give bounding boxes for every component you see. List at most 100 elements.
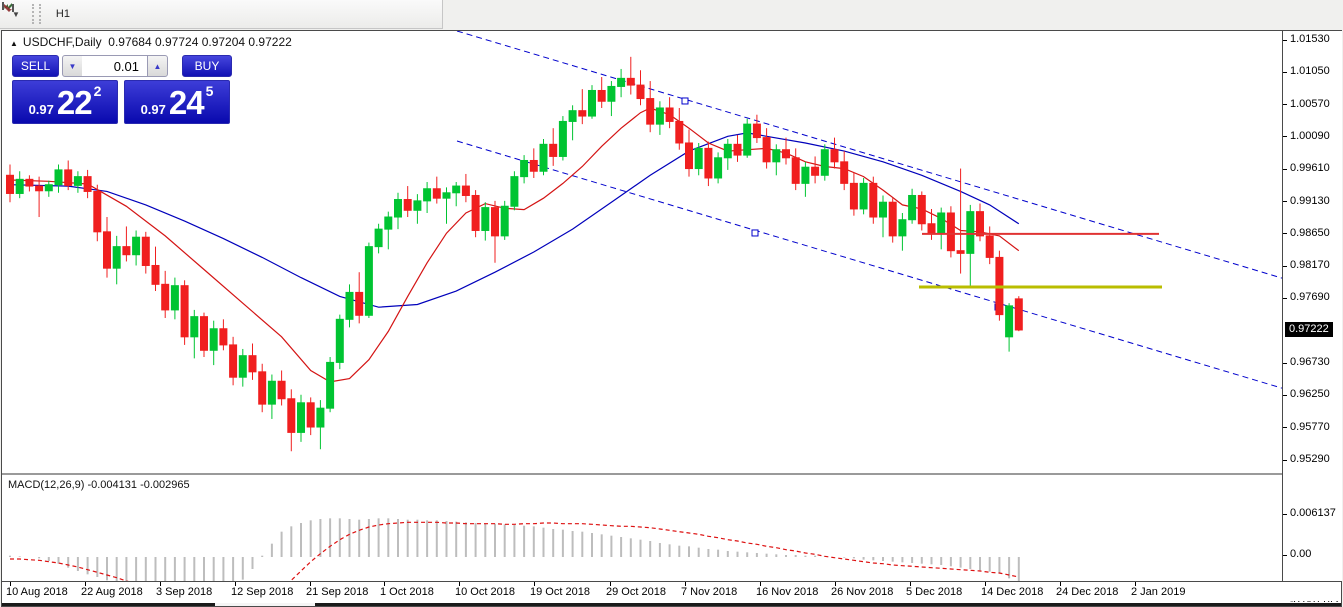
timeframe-button-h1[interactable]: H1 [55,8,70,20]
price-axis-label: 1.00570 [1290,97,1330,110]
caret-up-icon: ▲ [153,61,162,71]
candle-body [849,182,858,210]
candle-body [345,291,354,320]
channel-handle[interactable] [751,229,759,237]
chart-titlebar: ▲ USDCHF,Daily 0.97684 0.97724 0.97204 0.… [2,31,1341,53]
candle-body [966,211,975,254]
chart-symbol-period: USDCHF,Daily [22,35,102,49]
sell-price-point: 2 [93,83,102,99]
candle-body [626,77,635,86]
candle-body [946,212,955,252]
channel-lower-line[interactable] [456,140,1282,407]
candle-body [374,228,383,248]
candle-body [811,166,820,176]
candle-body [869,182,878,218]
candle-body [491,207,499,237]
price-axis-tick [1283,168,1287,170]
price-axis-tick [1283,427,1287,429]
date-axis-tick [760,582,761,586]
candle-body [908,194,917,221]
price-axis-label: 1.00090 [1290,129,1330,142]
price-chart-pane[interactable] [2,31,1282,471]
candle-body [64,169,73,186]
candle-body [743,123,752,156]
sell-price-pips: 22 [56,84,93,121]
date-axis-tick [310,582,311,586]
current-price-badge: 0.97222 [1285,321,1333,337]
candle-body [665,107,674,122]
volume-input[interactable]: 0.01 [82,55,147,77]
scrollbar-thumb[interactable] [215,603,315,606]
price-axis-label: 0.99130 [1290,194,1330,207]
date-axis-tick [610,582,611,586]
channel-handle[interactable] [681,97,689,105]
buy-button[interactable]: BUY [182,55,232,77]
channel-upper-line[interactable] [456,31,1282,297]
candle-body [888,201,897,237]
price-axis-label: 1.01050 [1290,65,1330,78]
date-axis[interactable]: 10 Aug 2018 22 Aug 2018 3 Sep 2018 12 Sep 2… [2,581,1341,601]
caret-down-icon: ▼ [68,61,77,71]
ma-slow-blue-line [9,132,1020,308]
sell-price-display[interactable]: 0.97 22 2 [12,80,118,124]
price-axis-tick [1283,71,1287,73]
chevron-down-icon: ▼ [12,9,20,19]
up-triangle-icon[interactable]: ▲ [10,39,18,48]
chart-title: ▲ USDCHF,Daily 0.97684 0.97724 0.97204 0.… [10,35,292,49]
candle-body [6,174,14,194]
price-axis-tick [1283,233,1287,235]
candle-body [675,120,684,144]
toolbar-grip[interactable] [31,4,41,24]
price-axis-tick [1283,297,1287,299]
candle-body [277,380,286,400]
date-axis-tick [685,582,686,586]
candle-body [617,77,626,87]
date-axis-label: 26 Nov 2018 [831,586,894,598]
candle-body [403,199,412,211]
candle-body [937,212,946,234]
date-axis-tick [1135,582,1136,586]
scrollbar-track[interactable] [2,603,215,606]
candlestick-chart [6,31,1282,452]
price-axis-label: 0.95770 [1290,420,1330,433]
candle-body [316,407,325,428]
candle-body [394,199,402,218]
ma-fast-red-line [9,107,1020,383]
date-axis-label: 16 Nov 2018 [756,586,819,598]
candle-body [161,283,170,311]
candle-body [248,355,257,373]
scrollbar-track[interactable] [315,603,1341,606]
price-axis[interactable]: 1.01530 1.01050 1.00570 1.00090 0.99610 0.991… [1282,31,1342,607]
candle-body [772,149,781,163]
candle-body [520,159,529,178]
volume-increase-button[interactable]: ▲ [147,55,168,77]
candle-body [54,169,63,186]
candle-body [723,143,732,159]
chart-window: ▲ USDCHF,Daily 0.97684 0.97724 0.97204 0.… [1,30,1342,607]
candle-body [956,250,965,254]
date-axis-label: 10 Oct 2018 [455,586,515,598]
horizontal-scrollbar[interactable] [2,602,1341,606]
candle-body [364,246,373,316]
candle-body [597,89,606,102]
candle-body [287,398,296,433]
price-axis-tick [1283,265,1287,267]
candle-body [879,201,887,218]
buy-price-display[interactable]: 0.97 24 5 [124,80,230,124]
candle-body [694,147,703,170]
price-axis-tick [1283,394,1287,396]
macd-axis-label: 0.00 [1290,548,1312,560]
timeframe-chooser-button[interactable]: ▼ [2,2,26,22]
price-axis-tick [1283,104,1287,106]
candle-body [539,143,548,172]
one-click-trading-panel: SELL ▼ 0.01 ▲ BUY 0.97 22 2 0.97 24 5 [12,55,232,124]
candle-body [44,184,53,192]
date-axis-label: 2 Jan 2019 [1131,586,1186,598]
candle-body [297,402,305,433]
date-axis-label: 10 Aug 2018 [6,586,68,598]
candle-body [73,176,82,186]
macd-indicator-pane[interactable]: MACD(12,26,9) -0.004131 -0.002965 [2,473,1282,583]
sell-button[interactable]: SELL [12,55,59,77]
timeframes-toolbar: ▼ M1M5M15M30H1H4D1W1MN [0,0,443,108]
date-axis-tick [160,582,161,586]
